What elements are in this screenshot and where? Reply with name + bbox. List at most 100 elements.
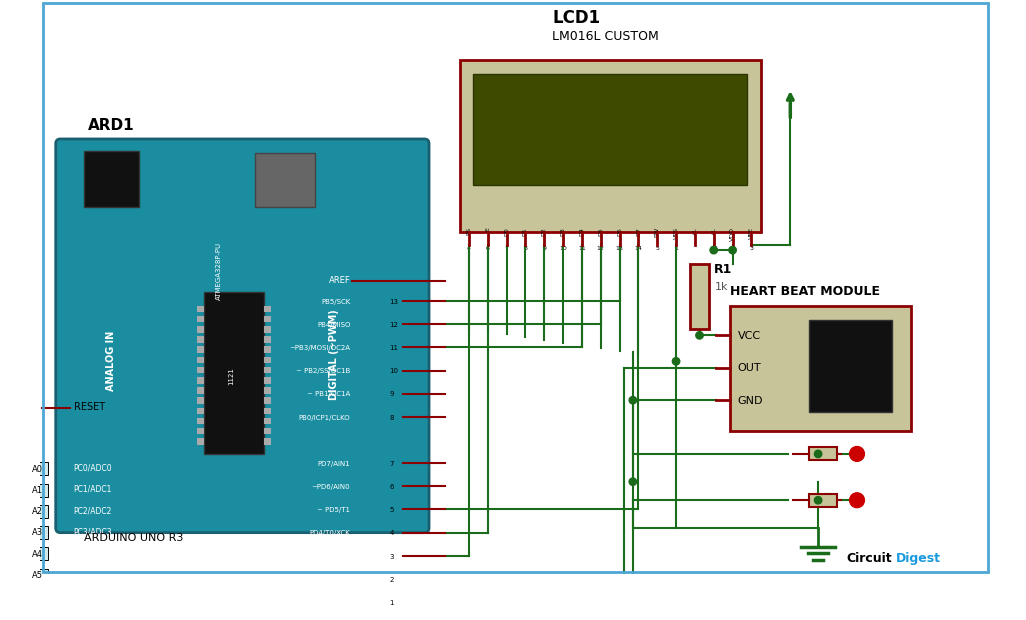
Text: 1k: 1k <box>714 282 727 292</box>
Bar <box>197 347 204 353</box>
Text: RESET: RESET <box>74 402 106 412</box>
Text: TX  PD1/TXD: TX PD1/TXD <box>307 600 350 606</box>
Text: 2: 2 <box>389 577 394 583</box>
Text: E: E <box>485 227 490 231</box>
Text: 12: 12 <box>389 322 398 328</box>
Text: D7: D7 <box>636 227 641 236</box>
Text: +L: +L <box>693 227 698 236</box>
Text: Digest: Digest <box>896 552 941 565</box>
Bar <box>197 397 204 404</box>
Text: D4: D4 <box>580 227 585 236</box>
Bar <box>264 336 271 343</box>
Text: 8: 8 <box>523 246 527 251</box>
Text: ~PD3/INT1: ~PD3/INT1 <box>312 554 350 560</box>
Text: 14: 14 <box>634 246 642 251</box>
Bar <box>264 347 271 353</box>
Text: 3: 3 <box>389 554 394 560</box>
Text: A0: A0 <box>32 464 43 474</box>
Bar <box>28 505 48 518</box>
Text: 10: 10 <box>559 246 567 251</box>
Bar <box>197 316 204 322</box>
Text: A4: A4 <box>32 550 43 559</box>
Bar <box>264 356 271 363</box>
Bar <box>197 306 204 312</box>
Bar <box>264 407 271 414</box>
Text: 10: 10 <box>389 368 398 374</box>
Text: 3: 3 <box>749 246 753 251</box>
Text: ~PD6/AIN0: ~PD6/AIN0 <box>312 484 350 490</box>
Text: R1: R1 <box>714 264 733 277</box>
Circle shape <box>696 332 703 339</box>
Text: D0: D0 <box>504 227 509 236</box>
Circle shape <box>815 450 822 458</box>
Bar <box>264 397 271 404</box>
Bar <box>264 306 271 312</box>
FancyBboxPatch shape <box>55 139 429 533</box>
Text: 11: 11 <box>389 345 398 351</box>
Bar <box>197 356 204 363</box>
Bar <box>264 418 271 424</box>
Text: PD2/INT0: PD2/INT0 <box>318 577 350 583</box>
Bar <box>197 438 204 445</box>
Text: 4: 4 <box>467 246 471 251</box>
Text: VSS: VSS <box>673 227 678 239</box>
Bar <box>28 484 48 497</box>
Text: 13: 13 <box>616 246 624 251</box>
Text: 9: 9 <box>542 246 546 251</box>
Text: VEE: VEE <box>749 227 754 239</box>
Circle shape <box>629 396 636 404</box>
Bar <box>197 377 204 384</box>
Circle shape <box>672 358 680 365</box>
Text: PC3/ADC3: PC3/ADC3 <box>73 528 112 536</box>
Text: D3: D3 <box>560 227 565 236</box>
Text: PD7/AIN1: PD7/AIN1 <box>317 461 350 467</box>
Text: A2: A2 <box>32 507 43 516</box>
Bar <box>264 438 271 445</box>
Text: 7: 7 <box>505 246 509 251</box>
Text: 11: 11 <box>578 246 586 251</box>
Text: 16: 16 <box>710 246 717 251</box>
Bar <box>197 326 204 332</box>
Text: ATMEGA328P-PU: ATMEGA328P-PU <box>215 242 222 300</box>
Text: 1: 1 <box>389 600 394 606</box>
Circle shape <box>850 493 865 508</box>
Bar <box>28 547 48 560</box>
Text: ~PB3/MOSI/OC2A: ~PB3/MOSI/OC2A <box>289 345 350 351</box>
Text: RS: RS <box>467 227 471 235</box>
Bar <box>808 448 836 461</box>
Text: ~ PB1/OC1A: ~ PB1/OC1A <box>307 391 350 397</box>
Circle shape <box>629 478 636 485</box>
Bar <box>690 264 709 329</box>
Text: PC5/ADC5/SCL: PC5/ADC5/SCL <box>73 570 129 579</box>
Bar <box>808 494 836 507</box>
Text: 5: 5 <box>389 507 394 513</box>
Text: 8: 8 <box>389 415 394 420</box>
Text: DIGITAL (~PWM): DIGITAL (~PWM) <box>328 309 339 401</box>
Text: 13: 13 <box>389 299 398 305</box>
Bar <box>204 292 264 454</box>
Text: 4: 4 <box>389 531 394 536</box>
Text: A1: A1 <box>32 486 43 495</box>
Bar <box>264 377 271 384</box>
Text: PB4/MISO: PB4/MISO <box>317 322 350 328</box>
Circle shape <box>850 446 865 461</box>
Text: +L: +L <box>711 227 716 236</box>
Text: LCD1: LCD1 <box>552 9 600 27</box>
Text: HEART BEAT MODULE: HEART BEAT MODULE <box>731 285 880 298</box>
Text: A3: A3 <box>32 528 43 538</box>
Text: VDD: VDD <box>731 227 735 241</box>
Text: D1: D1 <box>523 227 527 236</box>
Bar <box>197 407 204 414</box>
Text: PD4/T0/XCK: PD4/T0/XCK <box>310 531 350 536</box>
Text: 2: 2 <box>731 246 735 251</box>
Text: RW: RW <box>655 227 660 237</box>
Text: ARDUINO UNO R3: ARDUINO UNO R3 <box>83 533 183 543</box>
Text: OUT: OUT <box>738 363 761 373</box>
Text: 5: 5 <box>656 246 659 251</box>
Text: GND: GND <box>738 396 763 406</box>
Text: D2: D2 <box>542 227 547 236</box>
Text: AREF: AREF <box>328 277 350 285</box>
Circle shape <box>728 246 737 254</box>
Bar <box>254 153 315 206</box>
Bar <box>264 316 271 322</box>
